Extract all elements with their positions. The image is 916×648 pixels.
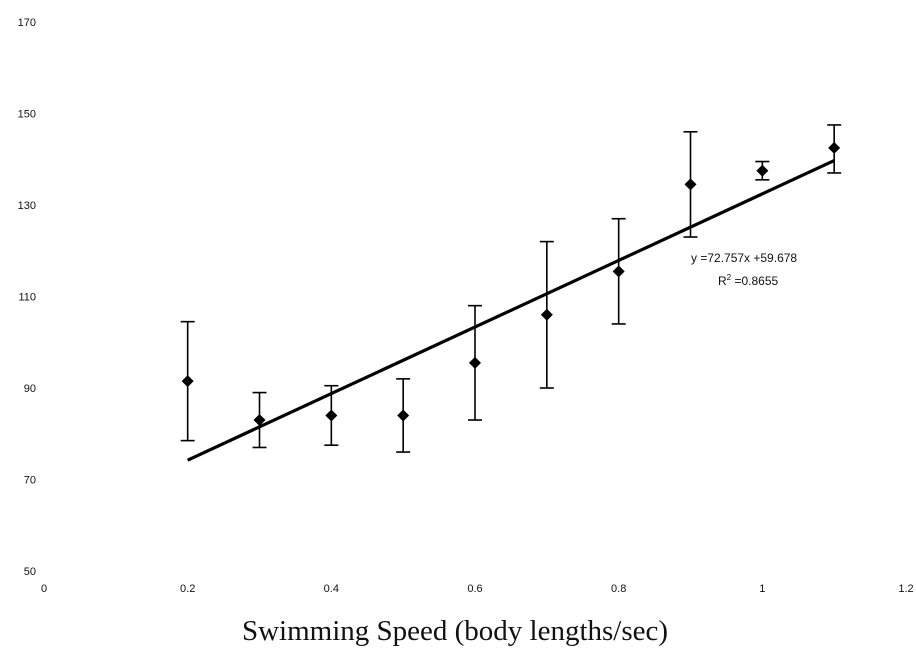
x-tick-label: 1: [759, 583, 765, 595]
r-squared-prefix: R: [718, 274, 727, 288]
data-point-marker: [612, 265, 625, 278]
x-tick-label: 0.6: [467, 583, 482, 595]
r-squared-value: =0.8655: [731, 274, 778, 288]
x-axis-title: Swimming Speed (body lengths/sec): [242, 615, 668, 647]
y-tick-label: 110: [18, 292, 36, 304]
x-tick-label: 1.2: [898, 583, 913, 595]
data-point-marker: [469, 356, 481, 369]
y-axis-ticks: 50 70 90 110 130 150 170: [18, 17, 36, 578]
y-tick-label: 150: [18, 109, 36, 121]
x-tick-label: 0.2: [180, 583, 195, 595]
r-squared-superscript: 2: [727, 273, 732, 282]
data-point-marker: [684, 178, 697, 191]
data-point-marker: [181, 375, 194, 388]
x-tick-label: 0.4: [324, 583, 339, 595]
y-tick-label: 90: [24, 383, 36, 395]
trendline-layer: [186, 159, 835, 462]
data-point-marker: [828, 141, 841, 154]
data-point-marker: [325, 409, 338, 422]
trendline-equation: y =72.757x +59.678: [691, 251, 797, 265]
x-tick-label: 0: [41, 583, 47, 595]
data-point-marker: [540, 308, 553, 321]
data-point-marker: [756, 164, 769, 177]
y-tick-label: 50: [24, 566, 36, 578]
x-tick-label: 0.8: [611, 583, 626, 595]
data-point-marker: [397, 409, 410, 422]
data-point-marker: [253, 414, 266, 427]
data-points: [181, 141, 841, 427]
y-tick-label: 130: [18, 200, 36, 212]
error-bars: [180, 124, 842, 453]
r-squared-label: R2 =0.8655: [718, 273, 778, 288]
y-tick-label: 70: [24, 475, 36, 487]
y-tick-label: 170: [18, 17, 36, 29]
x-axis-ticks: 0 0.2 0.4 0.6 0.8 1 1.2: [41, 583, 914, 595]
trendline: [186, 159, 835, 462]
